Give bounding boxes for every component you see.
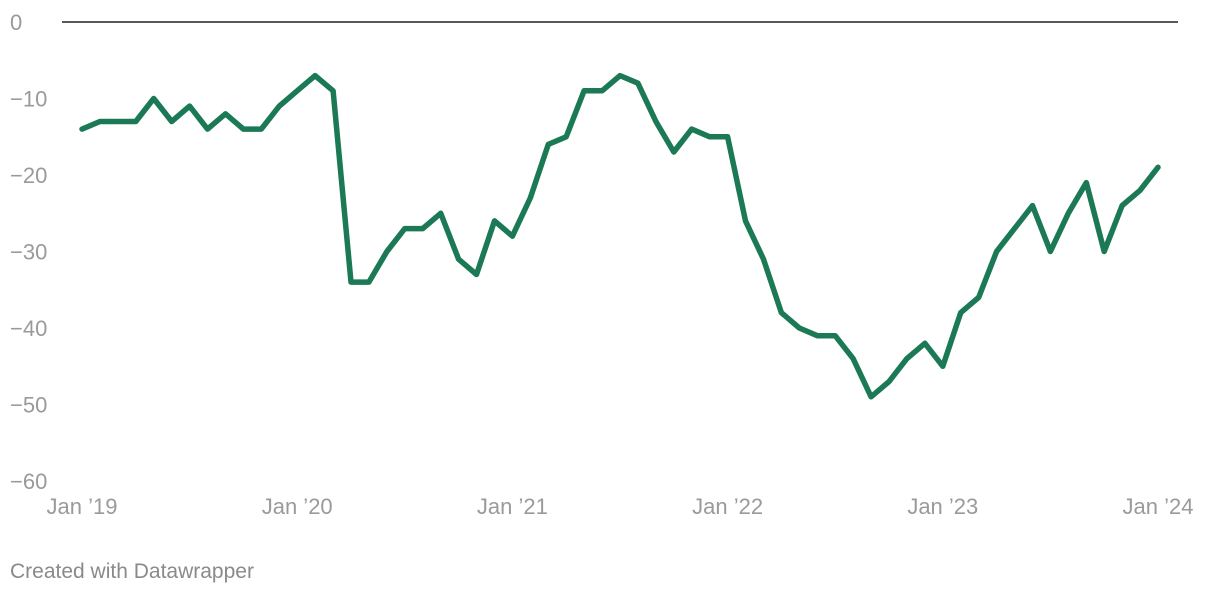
y-tick-label: −10	[10, 87, 47, 112]
y-tick-label: −20	[10, 163, 47, 188]
y-tick-label: −60	[10, 469, 47, 494]
x-tick-label: Jan ’19	[47, 494, 118, 519]
y-tick-label: −40	[10, 316, 47, 341]
x-tick-label: Jan ’20	[262, 494, 333, 519]
x-tick-label: Jan ’23	[907, 494, 978, 519]
series-line	[79, 72, 1161, 400]
y-tick-label: −50	[10, 393, 47, 418]
x-tick-label: Jan ’22	[692, 494, 763, 519]
datawrapper-credit: Created with Datawrapper	[10, 560, 254, 583]
y-tick-label: −30	[10, 240, 47, 265]
y-tick-label: 0	[10, 10, 22, 35]
x-tick-label: Jan ’21	[477, 494, 548, 519]
x-tick-label: Jan ’24	[1123, 494, 1194, 519]
